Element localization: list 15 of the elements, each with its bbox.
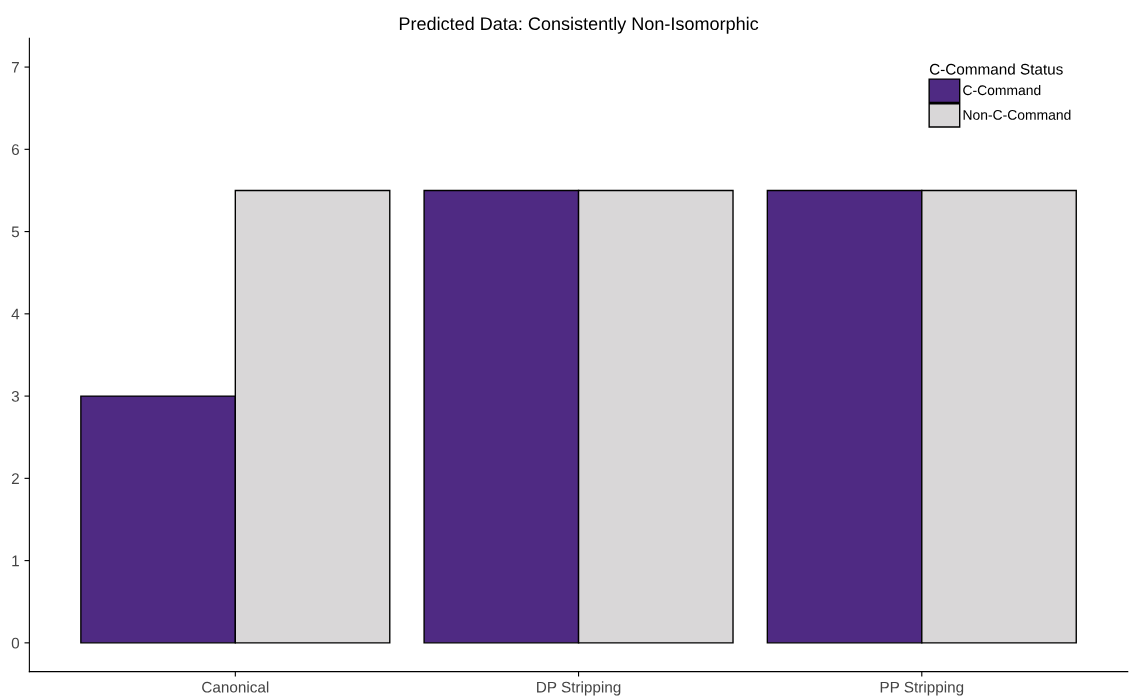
y-tick-label: 5 — [11, 226, 20, 238]
y-tick-label: 3 — [11, 390, 19, 402]
x-tick-label: Canonical — [202, 681, 269, 693]
y-tick-label: 0 — [11, 637, 20, 649]
legend-title: C-Command Status — [929, 63, 1063, 75]
x-tick-label: PP Stripping — [880, 681, 964, 696]
chart-title: Predicted Data: Consistently Non-Isomorphic — [399, 16, 759, 34]
y-tick-label: 1 — [12, 555, 19, 567]
legend-label: C-Command — [963, 84, 1041, 96]
y-tick-label: 6 — [11, 144, 19, 156]
y-tick-label: 2 — [11, 473, 19, 484]
legend-label: Non-C-Command — [963, 109, 1071, 120]
x-tick-label: DP Stripping — [537, 681, 621, 696]
y-tick-label: 4 — [11, 308, 20, 320]
y-tick-label: 7 — [11, 62, 19, 73]
